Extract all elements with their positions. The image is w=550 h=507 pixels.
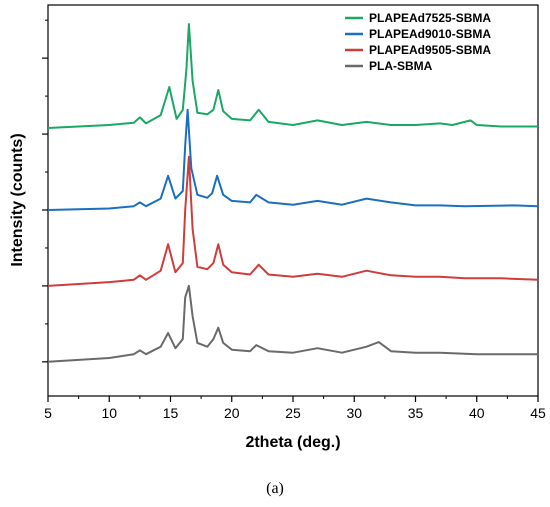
- x-tick-label: 25: [285, 405, 301, 421]
- legend-label: PLA-SBMA: [369, 59, 433, 73]
- series-line: [47, 155, 539, 287]
- series-line: [47, 108, 539, 211]
- legend-label: PLAPEAd7525-SBMA: [369, 11, 491, 25]
- y-axis-ticks: [42, 19, 48, 363]
- series-line: [47, 23, 538, 129]
- x-axis-ticks: [47, 396, 539, 402]
- series-line: [47, 284, 538, 363]
- x-axis-tick-labels: 5 10 15 20 25 30 35 40 45: [44, 405, 546, 421]
- x-tick-label: 20: [224, 405, 240, 421]
- x-axis-title: 2theta (deg.): [245, 434, 340, 451]
- plot-area: 5 10 15 20 25 30 35 40 45: [42, 4, 546, 421]
- x-tick-label: 15: [163, 405, 179, 421]
- x-tick-label: 40: [469, 405, 485, 421]
- x-tick-label: 35: [408, 405, 424, 421]
- x-tick-label: 45: [530, 405, 546, 421]
- figure-caption: (a): [266, 480, 284, 497]
- x-tick-label: 30: [346, 405, 362, 421]
- x-tick-label: 10: [101, 405, 117, 421]
- legend-label: PLAPEAd9010-SBMA: [369, 27, 491, 41]
- y-axis-title: Intensity (counts): [9, 133, 26, 266]
- x-tick-label: 5: [44, 405, 52, 421]
- legend: PLAPEAd7525-SBMA PLAPEAd9010-SBMA PLAPEAd9…: [345, 11, 491, 73]
- legend-label: PLAPEAd9505-SBMA: [369, 43, 491, 57]
- plot-frame: [47, 4, 539, 397]
- series-lines: [47, 23, 539, 363]
